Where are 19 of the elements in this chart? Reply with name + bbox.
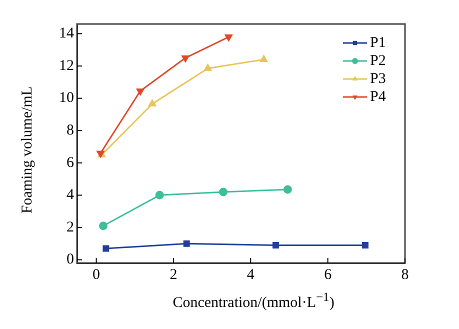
y-tick-label: 14 — [59, 26, 74, 42]
x-tick-label: 0 — [92, 266, 100, 283]
x-tick-label: 8 — [401, 266, 409, 283]
y-tick-label: 6 — [66, 154, 74, 171]
y-axis-title: Foaming volume/mL — [20, 86, 36, 214]
legend-label: P1 — [370, 34, 386, 51]
x-tick-label: 6 — [324, 266, 332, 283]
y-tick-label: 0 — [66, 252, 74, 268]
x-tick-label: 2 — [170, 266, 178, 283]
x-tick-label: 4 — [246, 266, 255, 283]
y-tick-label: 10 — [59, 90, 74, 106]
y-tick-label: 2 — [66, 219, 74, 236]
legend-label: P2 — [370, 52, 386, 69]
y-tick-label: 4 — [66, 187, 74, 204]
legend-label: P3 — [370, 70, 386, 87]
y-tick-label: 12 — [59, 58, 74, 74]
legend-label: P4 — [370, 88, 386, 105]
x-axis-title: Concentration/(mmol·L$^{−1}$) — [172, 290, 336, 312]
y-tick-label: 8 — [66, 122, 74, 139]
